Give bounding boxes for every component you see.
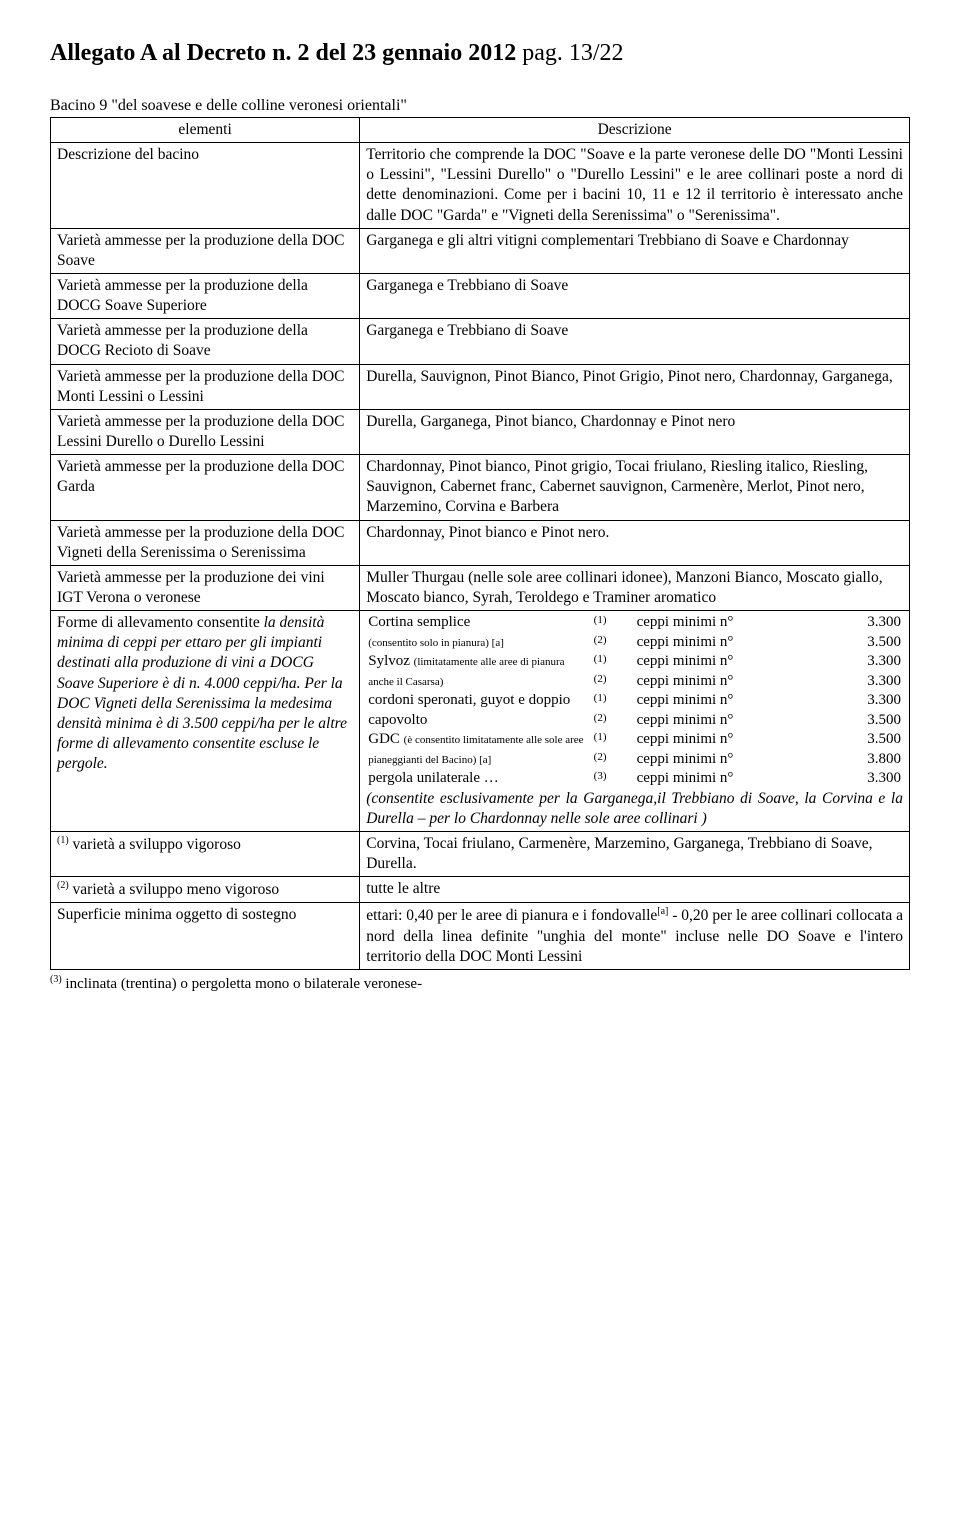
training-value: 3.500 bbox=[822, 711, 903, 731]
superficie-row: Superficie minima oggetto di sostegno et… bbox=[51, 903, 910, 970]
superficie-left: Superficie minima oggetto di sostegno bbox=[51, 903, 360, 970]
training-name: pergola unilaterale … bbox=[366, 769, 591, 789]
main-table: elementi Descrizione Descrizione del bac… bbox=[50, 117, 910, 970]
training-label: ceppi minimi n° bbox=[635, 711, 823, 731]
cell-right: Territorio che comprende la DOC "Soave e… bbox=[360, 143, 910, 229]
cell-right: Durella, Garganega, Pinot bianco, Chardo… bbox=[360, 409, 910, 454]
training-value: 3.300 bbox=[822, 769, 903, 789]
training-label: ceppi minimi n° bbox=[635, 730, 823, 750]
cell-left: Varietà ammesse per la produzione della … bbox=[51, 228, 360, 273]
header-descrizione: Descrizione bbox=[360, 118, 910, 143]
training-value: 3.800 bbox=[822, 750, 903, 770]
training-label: ceppi minimi n° bbox=[635, 750, 823, 770]
cell-right: Chardonnay, Pinot bianco e Pinot nero. bbox=[360, 520, 910, 565]
footnote: (3) inclinata (trentina) o pergoletta mo… bbox=[50, 974, 910, 993]
training-value: 3.300 bbox=[822, 691, 903, 711]
varieta2-row: (2) varietà a sviluppo meno vigoroso tut… bbox=[51, 877, 910, 903]
header-title-bold: Allegato A al Decreto n. 2 del 23 gennai… bbox=[50, 40, 516, 66]
page-header: Allegato A al Decreto n. 2 del 23 gennai… bbox=[50, 40, 910, 67]
cell-right: Durella, Sauvignon, Pinot Bianco, Pinot … bbox=[360, 364, 910, 409]
cell-left: Varietà ammesse per la produzione della … bbox=[51, 364, 360, 409]
forme-left-main: Forme di allevamento consentite bbox=[57, 614, 264, 631]
training-sup: (1) bbox=[592, 691, 635, 711]
training-value: 3.500 bbox=[822, 633, 903, 653]
training-name: Sylvoz (limitatamente alle aree di pianu… bbox=[366, 652, 591, 691]
training-sup: (2) bbox=[592, 633, 635, 653]
table-row: Varietà ammesse per la produzione dei vi… bbox=[51, 565, 910, 610]
training-value: 3.500 bbox=[822, 730, 903, 750]
cell-left: Varietà ammesse per la produzione della … bbox=[51, 409, 360, 454]
training-label: ceppi minimi n° bbox=[635, 691, 823, 711]
varieta1-row: (1) varietà a sviluppo vigoroso Corvina,… bbox=[51, 831, 910, 876]
training-footer: (consentite esclusivamente per la Gargan… bbox=[366, 789, 903, 829]
training-sup: (1) bbox=[592, 652, 635, 672]
superficie-right: ettari: 0,40 per le aree di pianura e i … bbox=[360, 903, 910, 970]
varieta2-right: tutte le altre bbox=[360, 877, 910, 903]
varieta1-left: (1) varietà a sviluppo vigoroso bbox=[51, 831, 360, 876]
table-row: Varietà ammesse per la produzione della … bbox=[51, 228, 910, 273]
forme-left: Forme di allevamento consentite la densi… bbox=[51, 611, 360, 832]
training-label: ceppi minimi n° bbox=[635, 613, 823, 633]
varieta1-right: Corvina, Tocai friulano, Carmenère, Marz… bbox=[360, 831, 910, 876]
training-sup: (3) bbox=[592, 769, 635, 789]
training-label: ceppi minimi n° bbox=[635, 672, 823, 692]
table-row: Varietà ammesse per la produzione della … bbox=[51, 455, 910, 520]
training-row: Sylvoz (limitatamente alle aree di pianu… bbox=[366, 652, 903, 672]
cell-left: Varietà ammesse per la produzione della … bbox=[51, 520, 360, 565]
training-label: ceppi minimi n° bbox=[635, 769, 823, 789]
table-row: Varietà ammesse per la produzione della … bbox=[51, 520, 910, 565]
training-table: Cortina semplice (consentito solo in pia… bbox=[366, 613, 903, 789]
forme-right: Cortina semplice (consentito solo in pia… bbox=[360, 611, 910, 832]
training-row: Cortina semplice (consentito solo in pia… bbox=[366, 613, 903, 633]
cell-right: Garganega e Trebbiano di Soave bbox=[360, 273, 910, 318]
training-sup: (2) bbox=[592, 711, 635, 731]
cell-right: Chardonnay, Pinot bianco, Pinot grigio, … bbox=[360, 455, 910, 520]
training-row: pergola unilaterale … (3) ceppi minimi n… bbox=[366, 769, 903, 789]
table-row: Descrizione del bacino Territorio che co… bbox=[51, 143, 910, 229]
training-label: ceppi minimi n° bbox=[635, 652, 823, 672]
cell-right: Garganega e gli altri vitigni complement… bbox=[360, 228, 910, 273]
training-value: 3.300 bbox=[822, 613, 903, 633]
table-header-row: elementi Descrizione bbox=[51, 118, 910, 143]
training-value: 3.300 bbox=[822, 652, 903, 672]
cell-left: Descrizione del bacino bbox=[51, 143, 360, 229]
table-row: Varietà ammesse per la produzione della … bbox=[51, 319, 910, 364]
header-elementi: elementi bbox=[51, 118, 360, 143]
bacino-subtitle: Bacino 9 "del soavese e delle colline ve… bbox=[50, 97, 910, 115]
training-sup: (2) bbox=[592, 750, 635, 770]
training-name: cordoni speronati, guyot e doppio capovo… bbox=[366, 691, 591, 730]
cell-right: Muller Thurgau (nelle sole aree collinar… bbox=[360, 565, 910, 610]
table-row: Varietà ammesse per la produzione della … bbox=[51, 409, 910, 454]
cell-left: Varietà ammesse per la produzione della … bbox=[51, 319, 360, 364]
training-name: Cortina semplice (consentito solo in pia… bbox=[366, 613, 591, 652]
training-sup: (1) bbox=[592, 730, 635, 750]
cell-right: Garganega e Trebbiano di Soave bbox=[360, 319, 910, 364]
cell-left: Varietà ammesse per la produzione della … bbox=[51, 455, 360, 520]
cell-left: Varietà ammesse per la produzione della … bbox=[51, 273, 360, 318]
training-name: GDC (è consentito limitatamente alle sol… bbox=[366, 730, 591, 769]
header-title-rest: pag. 13/22 bbox=[516, 40, 623, 66]
training-value: 3.300 bbox=[822, 672, 903, 692]
training-row: GDC (è consentito limitatamente alle sol… bbox=[366, 730, 903, 750]
training-sup: (1) bbox=[592, 613, 635, 633]
training-sup: (2) bbox=[592, 672, 635, 692]
forme-row: Forme di allevamento consentite la densi… bbox=[51, 611, 910, 832]
varieta2-left: (2) varietà a sviluppo meno vigoroso bbox=[51, 877, 360, 903]
training-label: ceppi minimi n° bbox=[635, 633, 823, 653]
table-row: Varietà ammesse per la produzione della … bbox=[51, 273, 910, 318]
cell-left: Varietà ammesse per la produzione dei vi… bbox=[51, 565, 360, 610]
table-row: Varietà ammesse per la produzione della … bbox=[51, 364, 910, 409]
training-row: cordoni speronati, guyot e doppio capovo… bbox=[366, 691, 903, 711]
forme-left-italic: la densità minima di ceppi per ettaro pe… bbox=[57, 614, 347, 772]
